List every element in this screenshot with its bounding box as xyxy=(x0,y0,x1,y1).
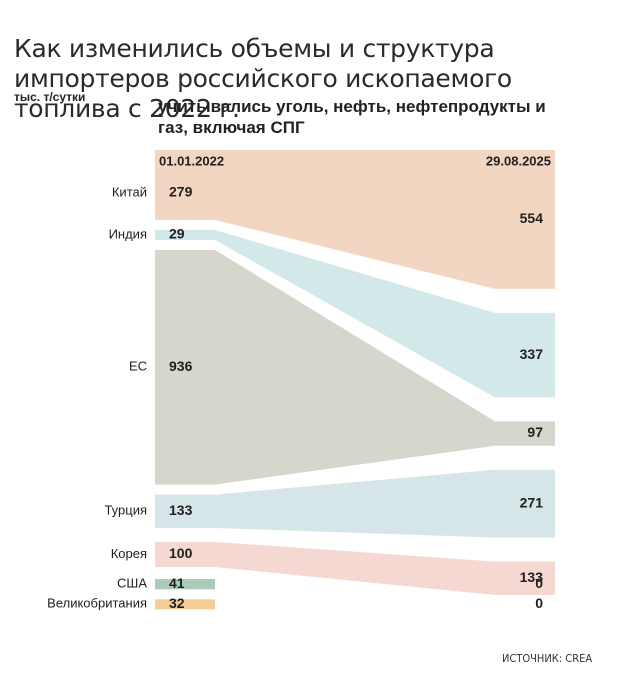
category-label-india: Индия xyxy=(109,226,147,241)
chart-subtitle: учитывались уголь, нефть, нефтепродукты … xyxy=(158,97,546,137)
value-label-end-usa: 0 xyxy=(535,575,543,591)
category-label-korea: Корея xyxy=(111,546,147,561)
value-label-end-india: 337 xyxy=(520,346,544,362)
column-label-end: 29.08.2025 xyxy=(486,153,551,168)
category-label-eu: ЕС xyxy=(129,359,147,374)
value-label-start-uk: 32 xyxy=(169,595,185,611)
flow-band-china xyxy=(155,150,555,289)
unit-label: тыс. т/сутки xyxy=(14,90,86,104)
flow-band-eu xyxy=(155,249,555,485)
source-note: ИСТОЧНИК: CREA xyxy=(502,652,593,665)
column-label-start: 01.01.2022 xyxy=(159,153,224,168)
flow-bands xyxy=(155,150,555,610)
value-label-end-eu: 97 xyxy=(527,424,543,440)
value-label-end-korea: 133 xyxy=(520,569,544,585)
value-label-end-china: 554 xyxy=(520,210,544,226)
value-label-start-india: 29 xyxy=(169,226,185,242)
value-label-start-turkey: 133 xyxy=(169,502,193,518)
value-label-end-turkey: 271 xyxy=(520,494,544,510)
chart-title: Как изменились объемы и структура импорт… xyxy=(14,34,512,123)
value-label-start-china: 279 xyxy=(169,184,193,200)
value-label-end-uk: 0 xyxy=(535,595,543,611)
chart-labels: 01.01.2022 29.08.2025 Китай 279 554 Индия 29 33… xyxy=(47,153,551,611)
flow-band-turkey xyxy=(155,469,555,538)
value-label-start-korea: 100 xyxy=(169,545,193,561)
value-label-start-usa: 41 xyxy=(169,575,185,591)
category-label-usa: США xyxy=(117,576,147,591)
value-label-start-eu: 936 xyxy=(169,358,193,374)
flow-band-india xyxy=(155,229,555,398)
category-label-china: Китай xyxy=(112,184,147,199)
flow-bar-usa xyxy=(155,579,215,590)
flow-bar-uk xyxy=(155,599,215,610)
category-label-uk: Великобритания xyxy=(47,596,147,611)
category-label-turkey: Турция xyxy=(104,503,147,518)
flow-band-korea xyxy=(155,541,555,595)
